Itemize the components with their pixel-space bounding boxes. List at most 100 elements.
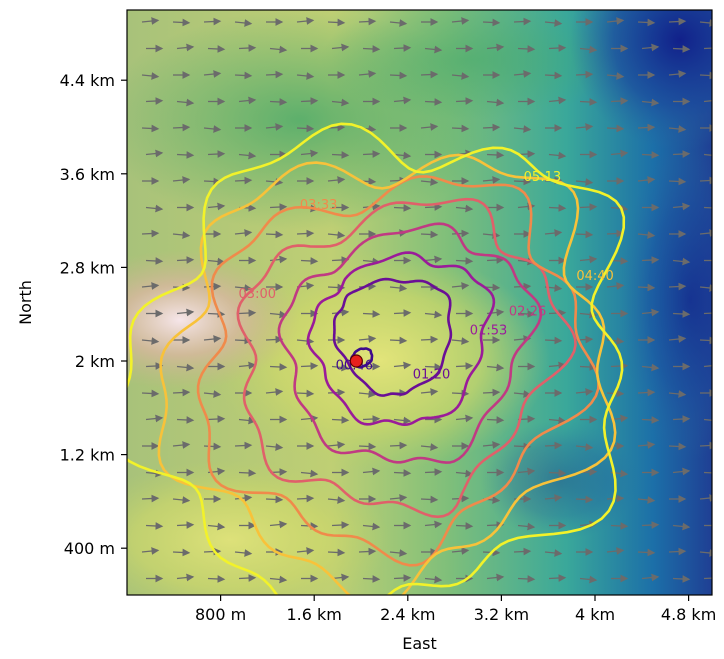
wind-arrow (265, 123, 284, 131)
wind-arrow (513, 17, 532, 26)
x-tick-label: 4.8 km (661, 605, 716, 624)
wind-arrow (176, 151, 195, 159)
wind-arrow (327, 496, 346, 504)
wind-arrow (486, 416, 505, 424)
wind-arrow (234, 229, 253, 237)
wind-arrow (238, 416, 257, 425)
wind-field (141, 17, 712, 584)
wind-arrow (389, 284, 408, 292)
wind-arrow (672, 522, 691, 531)
wind-arrow (203, 390, 222, 398)
contour-label: 03:00 (239, 287, 276, 302)
y-tick-label: 2 km (75, 352, 115, 371)
wind-arrow (145, 257, 164, 265)
wind-arrow (145, 149, 164, 158)
wind-arrow (424, 363, 443, 371)
wind-arrow (234, 71, 253, 80)
wind-arrow (641, 151, 660, 159)
wind-arrow (269, 203, 288, 211)
contour-line (306, 251, 496, 427)
wind-arrow (238, 151, 257, 160)
plot-frame (126, 9, 713, 596)
wind-arrow (703, 312, 712, 315)
wind-arrow (296, 389, 315, 398)
wind-arrow (637, 441, 656, 449)
wind-arrow (703, 153, 712, 156)
wind-arrow (362, 415, 381, 423)
wind-arrow (234, 494, 253, 502)
wind-arrow (145, 414, 164, 423)
wind-arrow (393, 309, 412, 317)
wind-arrow (575, 123, 594, 131)
wind-arrow (141, 337, 160, 345)
wind-arrow (327, 441, 346, 449)
wind-arrow (172, 496, 191, 504)
wind-arrow (579, 575, 598, 584)
wind-arrow (637, 388, 656, 397)
wind-arrow (141, 17, 160, 25)
x-tick-label: 1.6 km (287, 605, 342, 624)
wind-arrow (420, 495, 439, 504)
wind-arrow (451, 547, 470, 555)
x-axis-label: East (402, 634, 437, 653)
wind-arrow (606, 17, 625, 25)
wind-arrow (703, 577, 712, 580)
wind-arrow (548, 469, 567, 477)
wind-arrow (362, 575, 381, 583)
wind-arrow (513, 125, 532, 133)
y-tick-label: 400 m (64, 539, 115, 558)
wind-arrow (668, 177, 687, 186)
wind-arrow (699, 19, 712, 27)
wind-arrow (207, 257, 226, 266)
wind-arrow (141, 494, 160, 503)
wind-arrow (672, 202, 691, 211)
wind-arrow (455, 469, 474, 478)
wind-arrow (296, 72, 315, 80)
contour-label: 02:26 (509, 305, 546, 320)
wind-arrow (703, 471, 712, 474)
wind-arrow (637, 231, 656, 239)
wind-arrow (327, 231, 346, 239)
wind-arrow (544, 549, 563, 557)
wind-arrow (389, 336, 408, 345)
wind-arrow (672, 575, 691, 583)
wind-arrow (486, 256, 505, 264)
wind-arrow (300, 149, 319, 158)
wind-arrow (207, 202, 226, 211)
wind-arrow (482, 176, 501, 184)
contour-label: 03:33 (300, 198, 337, 213)
wind-arrow (393, 469, 412, 477)
x-tick-label: 2.4 km (380, 605, 435, 624)
contour-label: 01:53 (470, 324, 507, 339)
wind-arrow (637, 176, 656, 184)
wind-arrow (641, 573, 660, 582)
wind-arrow (606, 282, 625, 290)
contour-label: 04:40 (576, 269, 613, 284)
wind-arrow (424, 310, 443, 319)
wind-arrow (513, 177, 532, 186)
wind-arrow (420, 178, 439, 186)
wind-arrow (579, 203, 598, 211)
wind-arrow (172, 231, 191, 239)
wind-arrow (451, 229, 470, 238)
wind-arrow (269, 98, 288, 106)
wind-arrow (517, 467, 536, 476)
wind-arrow (393, 204, 412, 212)
wind-arrow (393, 151, 412, 160)
wind-arrow (269, 520, 288, 529)
wind-arrow (238, 361, 257, 370)
wind-arrow (207, 150, 226, 158)
wind-arrow (420, 230, 439, 239)
wind-arrow (703, 365, 712, 368)
wind-arrow (699, 336, 712, 345)
wind-arrow (579, 98, 598, 106)
wind-arrow (606, 229, 625, 238)
wind-arrow (145, 204, 164, 213)
x-tick-label: 3.2 km (474, 605, 529, 624)
wind-arrow (424, 468, 443, 476)
y-tick-label: 2.8 km (60, 258, 115, 277)
wind-arrow (699, 549, 712, 557)
wind-arrow (548, 151, 567, 160)
wind-arrow (172, 123, 191, 132)
